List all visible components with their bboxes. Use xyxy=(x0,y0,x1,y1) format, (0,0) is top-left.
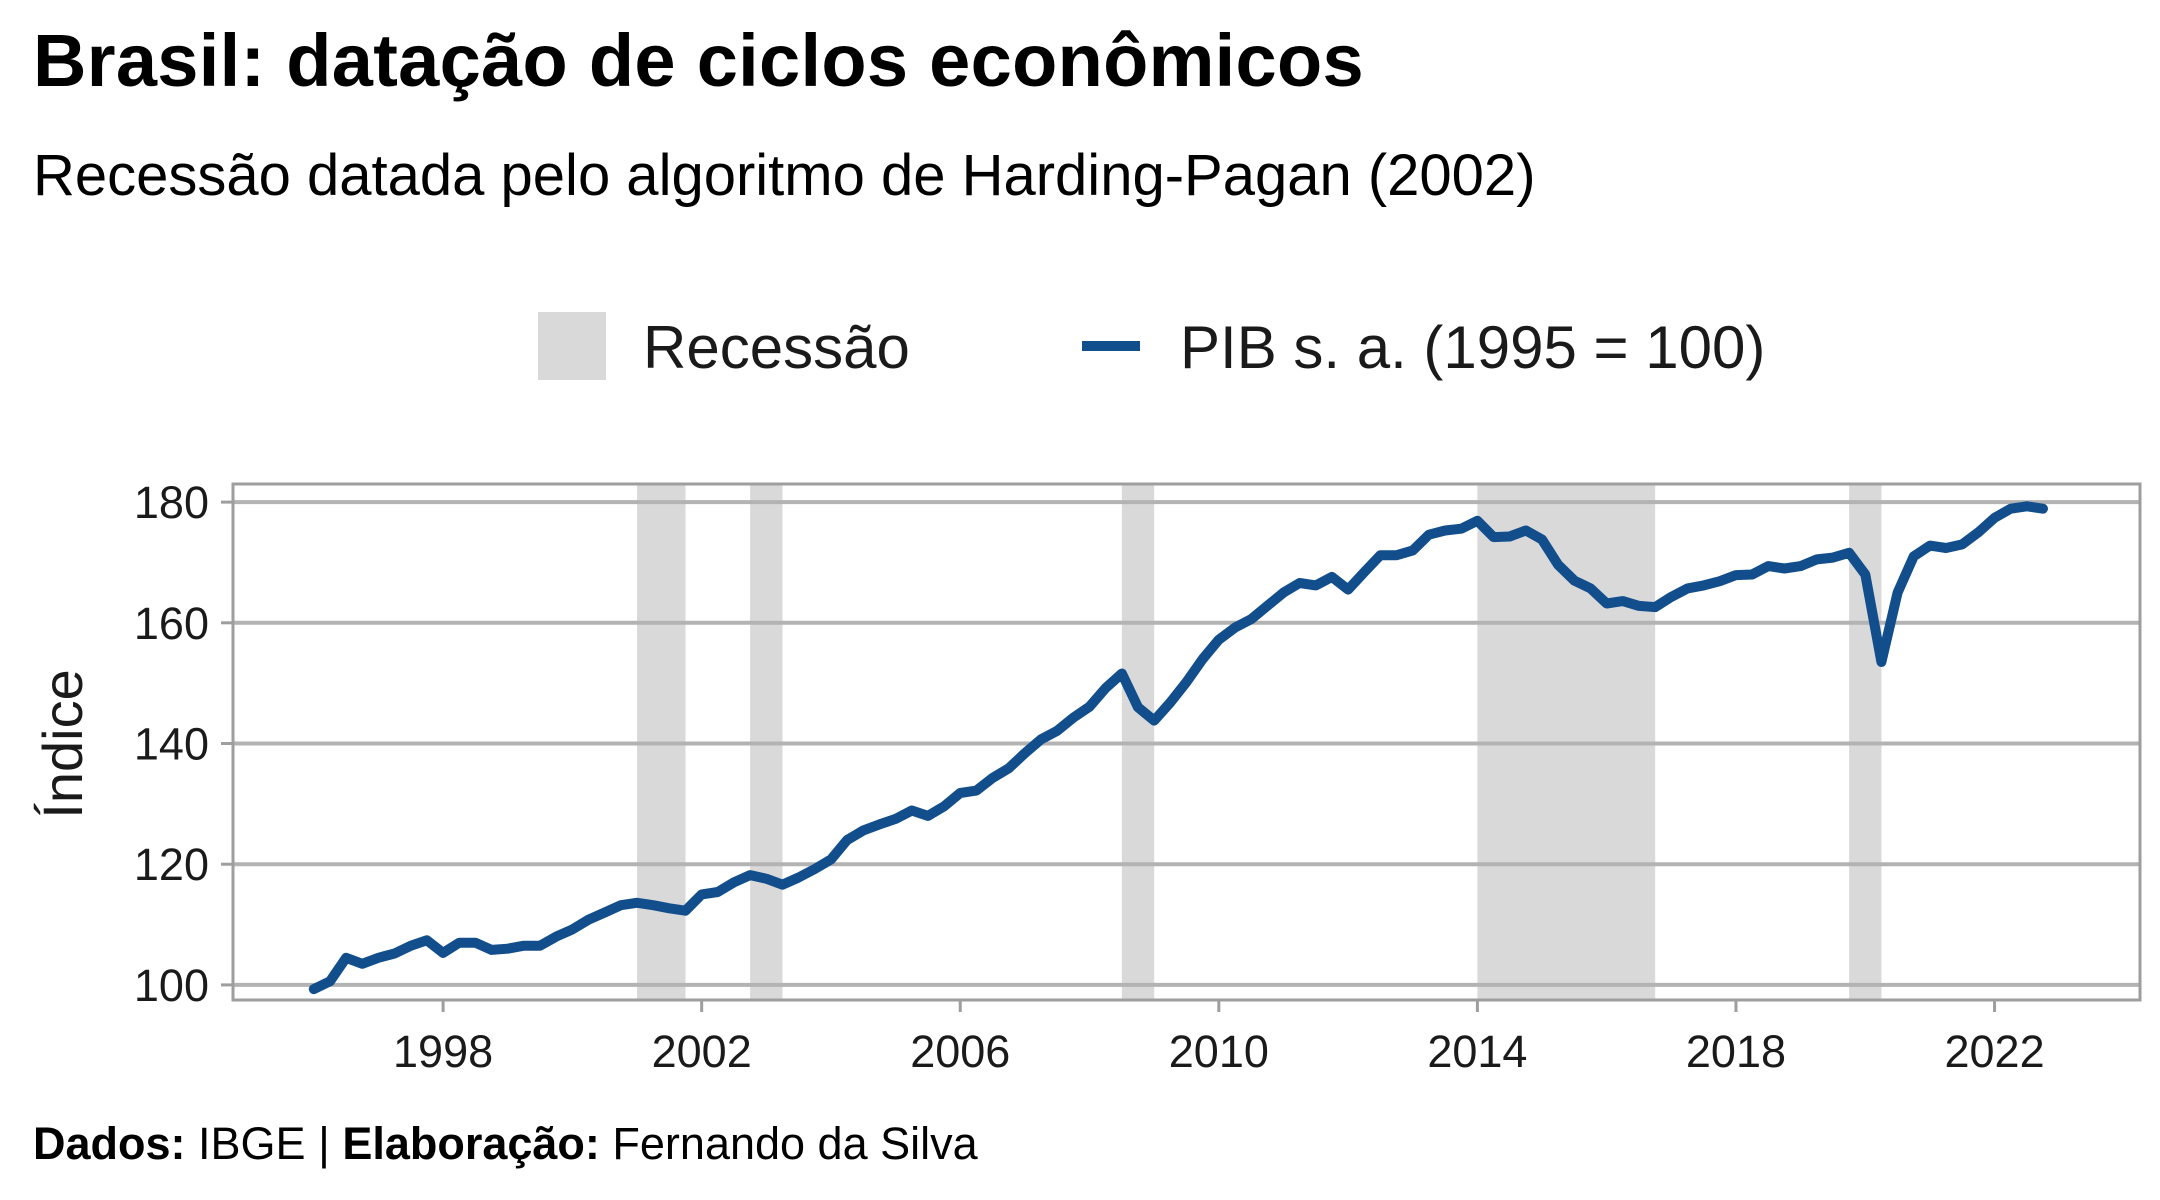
caption-data-label: Dados: xyxy=(33,1118,186,1169)
y-tick-label: 160 xyxy=(134,598,209,649)
x-tick-label: 2002 xyxy=(652,1026,752,1077)
x-axis-ticks: 1998 2002 2006 2010 2014 2018 2022 xyxy=(393,1000,2045,1077)
caption-data-source: IBGE xyxy=(198,1118,306,1169)
y-tick-label: 180 xyxy=(134,477,209,528)
legend-recession-swatch xyxy=(538,312,606,380)
caption-separator: | xyxy=(318,1118,330,1169)
grid-lines xyxy=(233,500,2140,987)
chart-subtitle: Recessão datada pelo algoritmo de Hardin… xyxy=(33,143,1536,208)
chart-title: Brasil: datação de ciclos econômicos xyxy=(33,19,1364,102)
legend-recession-label: Recessão xyxy=(643,314,910,381)
caption-author: Fernando da Silva xyxy=(612,1118,978,1169)
y-axis-ticks: 100 120 140 160 180 xyxy=(134,477,233,1011)
x-tick-label: 2006 xyxy=(910,1026,1010,1077)
x-tick-label: 2022 xyxy=(1944,1026,2044,1077)
series-line-pib xyxy=(308,501,2048,995)
caption: Dados: IBGE | Elaboração: Fernando da Si… xyxy=(33,1118,978,1170)
x-tick-label: 2010 xyxy=(1169,1026,1269,1077)
x-tick-label: 2018 xyxy=(1686,1026,1786,1077)
legend-line-label: PIB s. a. (1995 = 100) xyxy=(1180,314,1765,381)
y-tick-label: 100 xyxy=(134,960,209,1011)
x-tick-label: 2014 xyxy=(1427,1026,1527,1077)
plot-border xyxy=(231,482,2142,1002)
y-axis-title: Índice xyxy=(31,669,94,818)
y-tick-label: 140 xyxy=(134,719,209,770)
caption-author-label: Elaboração: xyxy=(342,1118,600,1169)
y-tick-label: 120 xyxy=(134,839,209,890)
x-tick-label: 1998 xyxy=(393,1026,493,1077)
series-layer xyxy=(308,501,2048,995)
legend: Recessão PIB s. a. (1995 = 100) xyxy=(538,312,1765,381)
